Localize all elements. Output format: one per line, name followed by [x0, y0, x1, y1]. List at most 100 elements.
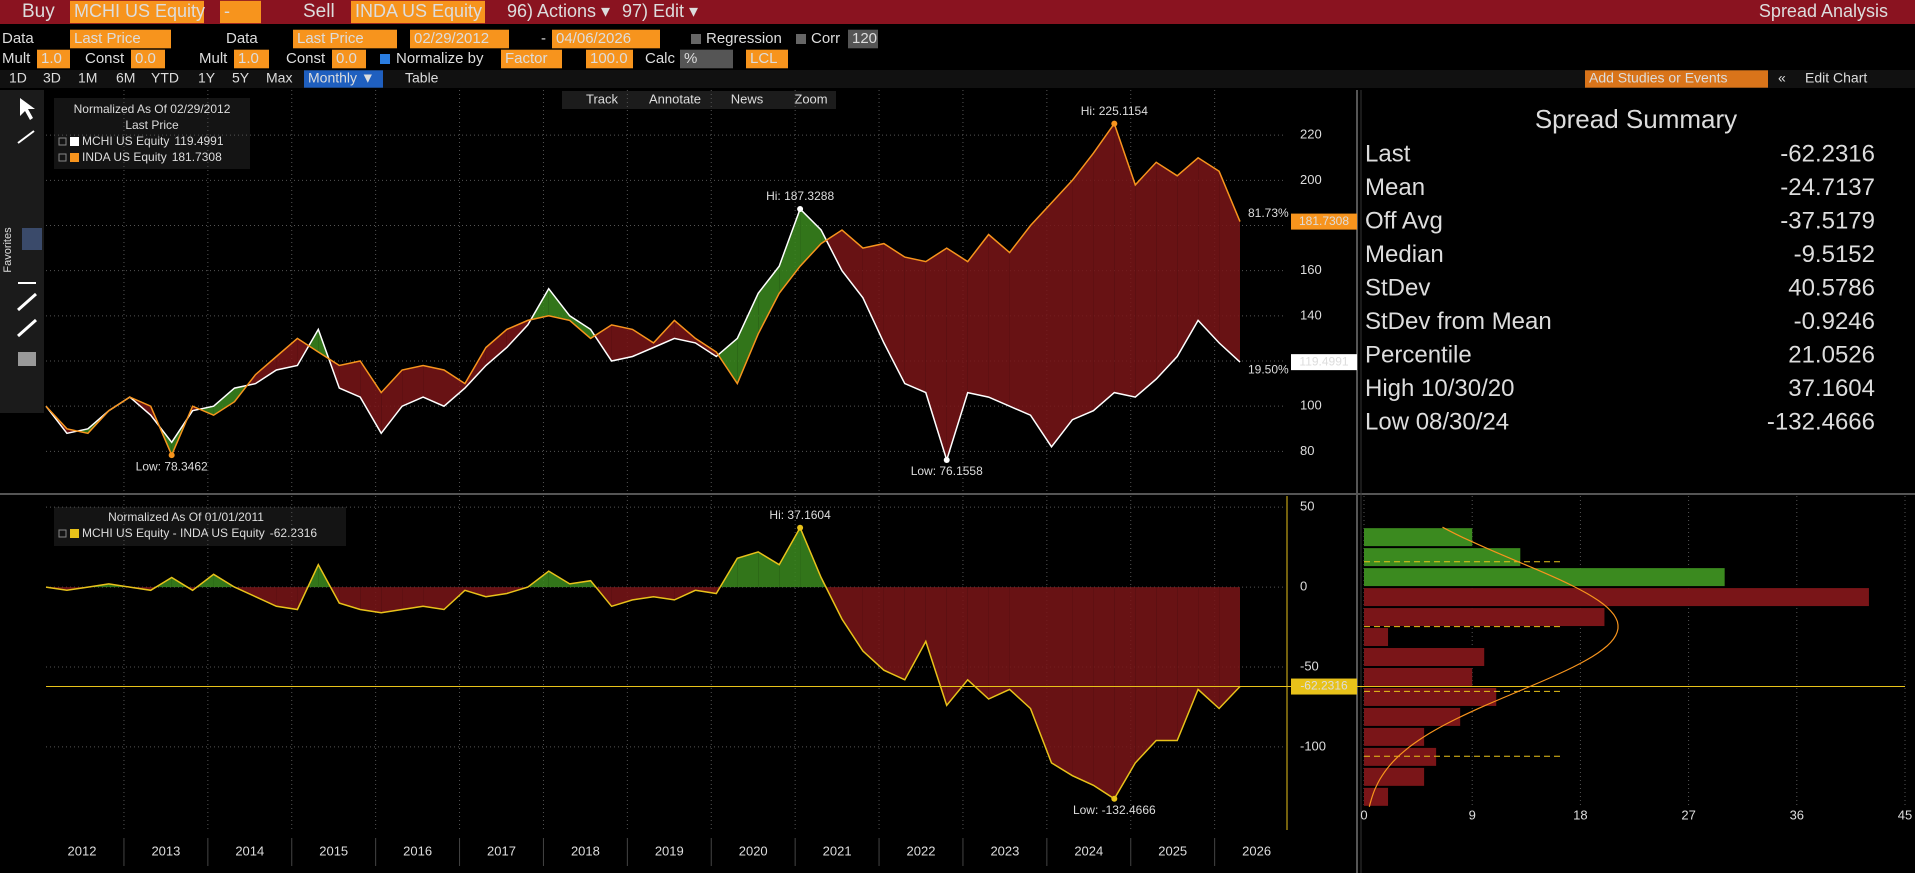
input-text[interactable]: 120 [852, 30, 877, 47]
spread-fill [1135, 587, 1157, 763]
input-box[interactable] [410, 29, 509, 49]
spread-fill [904, 587, 926, 680]
spread-fill [1009, 587, 1031, 709]
spread-fill [1051, 180, 1073, 447]
input-box[interactable] [1585, 70, 1768, 88]
summary-label: Last [1365, 140, 1411, 167]
legend-expand[interactable] [58, 529, 67, 538]
chart-tool[interactable]: News [731, 91, 764, 106]
spread-fill [826, 230, 842, 271]
input-box[interactable] [234, 49, 269, 69]
histogram-bar [1364, 667, 1473, 686]
legend-entry: MCHI US Equity 119.4991 [82, 134, 224, 148]
y-tick-label: 80 [1300, 443, 1314, 458]
input-text[interactable]: 1.0 [41, 50, 62, 67]
input-text[interactable]: 0.0 [135, 50, 156, 67]
label: Data [2, 30, 34, 47]
chart-tool[interactable]: Zoom [794, 91, 827, 106]
input-text[interactable]: Monthly ▼ [308, 70, 375, 86]
x-tick-label: 2019 [655, 843, 684, 858]
legend-expand[interactable] [58, 137, 67, 146]
checkbox[interactable] [796, 34, 806, 44]
input-box[interactable] [552, 29, 660, 49]
spread-fill [423, 587, 444, 610]
spread-fill [1051, 587, 1073, 776]
input-text[interactable]: INDA US Equity [355, 1, 482, 21]
spread-fill [381, 370, 403, 434]
input-box[interactable] [351, 0, 485, 24]
input-box[interactable] [131, 49, 165, 69]
legend-name: MCHI US Equity - INDA US Equity [82, 526, 265, 540]
spread-fill [842, 587, 863, 651]
input-text[interactable]: Last Price [74, 30, 141, 47]
x-tick-label: 2022 [907, 843, 936, 858]
fib-icon[interactable] [18, 352, 36, 366]
legend-swatch [70, 529, 79, 538]
input-text[interactable]: Add Studies or Events [1589, 70, 1728, 86]
input-box[interactable] [304, 70, 383, 88]
summary-value: 40.5786 [1788, 274, 1875, 301]
checkbox[interactable] [691, 34, 701, 44]
x-tick-label: 2015 [319, 843, 348, 858]
input-box[interactable] [746, 49, 788, 69]
x-tick-label: 2018 [571, 843, 600, 858]
chart-tool[interactable]: Track [586, 91, 619, 106]
series-line [45, 121, 1241, 458]
legend-expand[interactable] [58, 153, 67, 162]
spread-fill [862, 243, 884, 343]
input-text[interactable]: % [684, 50, 697, 67]
label: Max [266, 70, 292, 86]
summary-value: -9.5152 [1794, 241, 1875, 268]
spread-fill [1009, 225, 1031, 416]
spread-fill [276, 587, 298, 610]
chart-tools-bar [562, 91, 836, 109]
chart-tool[interactable]: Annotate [649, 91, 701, 106]
input-box[interactable] [293, 29, 397, 49]
checkbox[interactable] [380, 54, 390, 64]
pen-icon[interactable] [17, 130, 35, 144]
label: 3D [43, 70, 61, 86]
input-box[interactable] [37, 49, 70, 69]
trend-icon[interactable] [17, 292, 37, 312]
label: Calc [645, 50, 676, 67]
input-box[interactable] [848, 29, 878, 49]
change-label: 19.50% [1248, 362, 1289, 376]
input-text[interactable]: 0.0 [336, 50, 357, 67]
input-text[interactable]: Last Price [297, 30, 364, 47]
last-value-tag [1291, 678, 1357, 695]
text-icon[interactable] [22, 228, 42, 250]
input-box[interactable] [220, 0, 261, 24]
extreme-label: Low: 76.1558 [911, 464, 983, 478]
spread-fill [308, 329, 319, 352]
legend-swatch [70, 137, 79, 146]
input-box[interactable] [680, 49, 733, 69]
input-box[interactable] [70, 29, 171, 49]
input-text[interactable]: MCHI US Equity [74, 1, 205, 21]
pointer-icon[interactable] [20, 98, 35, 120]
x-tick-label: 2012 [68, 843, 97, 858]
input-box[interactable] [501, 49, 562, 69]
input-box[interactable] [332, 49, 366, 69]
label: Normalize by [396, 50, 484, 67]
label: Mult [199, 50, 228, 67]
channel-icon[interactable] [17, 318, 37, 338]
input-text[interactable]: LCL [750, 50, 778, 67]
input-text[interactable]: 100.0 [590, 50, 628, 67]
label: 97) Edit ▾ [622, 1, 698, 21]
spread-fill [569, 315, 591, 339]
x-tick-label: 27 [1681, 807, 1695, 822]
summary-label: Percentile [1365, 341, 1472, 368]
input-text[interactable]: Factor [505, 50, 548, 67]
input-text[interactable]: - [224, 1, 230, 21]
spread-fill [255, 356, 277, 384]
input-text[interactable]: 04/06/2026 [556, 30, 631, 47]
spread-fill [464, 587, 486, 597]
spread-fill [485, 329, 507, 366]
input-box[interactable] [70, 0, 204, 24]
input-text[interactable]: 02/29/2012 [414, 30, 489, 47]
input-text[interactable]: 1.0 [238, 50, 259, 67]
x-tick-label: 2021 [823, 843, 852, 858]
spread-fill [297, 338, 309, 366]
input-box[interactable] [586, 49, 633, 69]
spread-fill [988, 587, 1010, 699]
